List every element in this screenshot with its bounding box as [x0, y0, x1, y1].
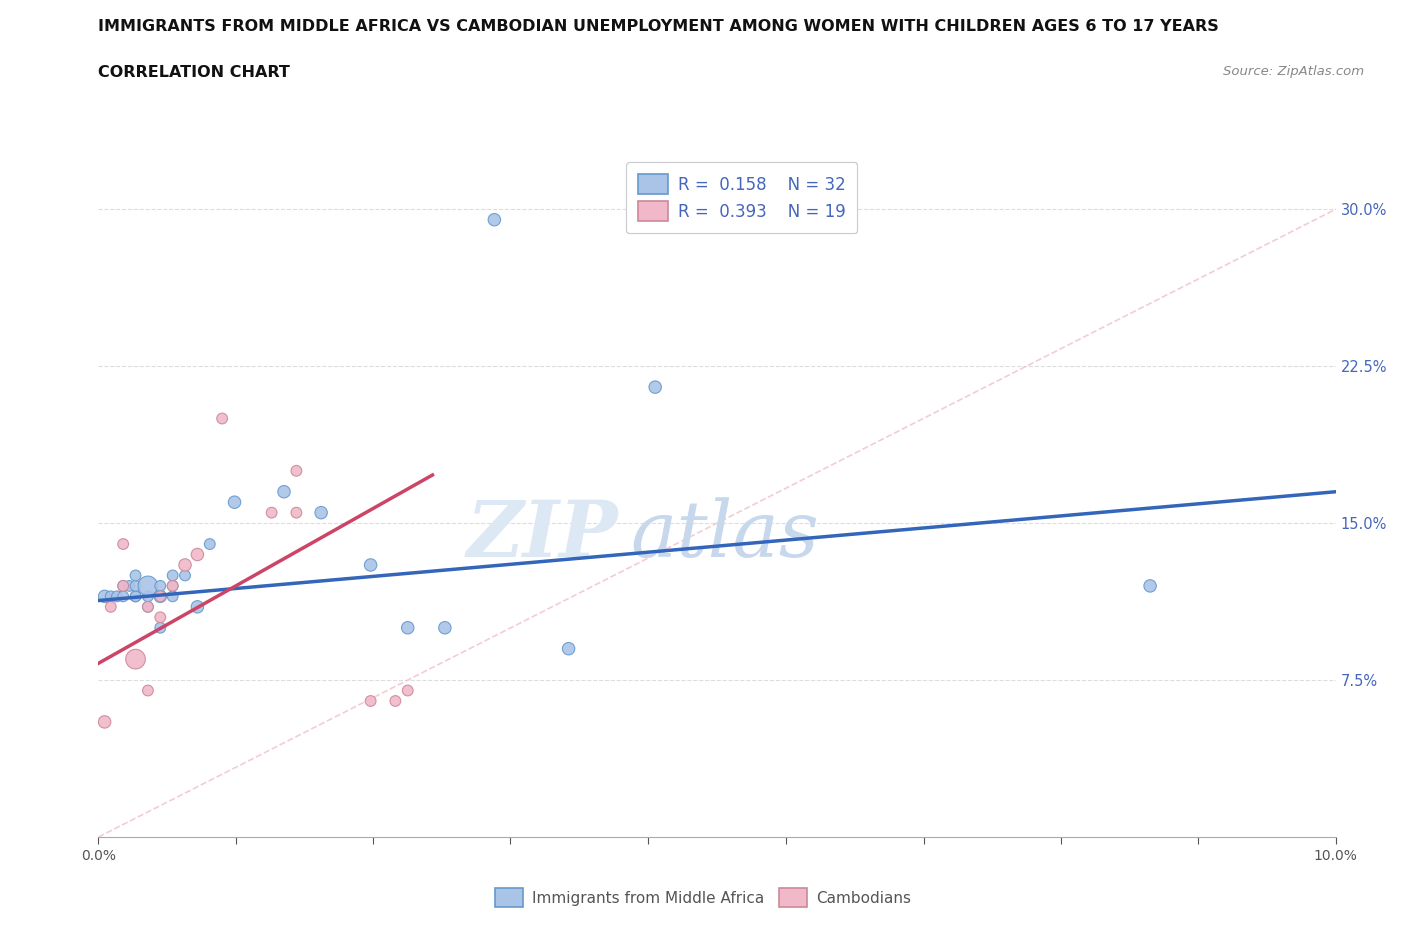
Point	[112, 589, 135, 604]
Point	[149, 589, 172, 604]
Text: Source: ZipAtlas.com: Source: ZipAtlas.com	[1223, 65, 1364, 78]
Point	[384, 694, 406, 709]
Text: IMMIGRANTS FROM MIDDLE AFRICA VS CAMBODIAN UNEMPLOYMENT AMONG WOMEN WITH CHILDRE: IMMIGRANTS FROM MIDDLE AFRICA VS CAMBODI…	[98, 19, 1219, 33]
Text: atlas: atlas	[630, 498, 820, 574]
Point	[93, 589, 115, 604]
Point	[162, 578, 184, 593]
Point	[309, 505, 332, 520]
Point	[162, 568, 184, 583]
Point	[100, 589, 122, 604]
Point	[211, 411, 233, 426]
Point	[557, 642, 579, 657]
Point	[174, 558, 197, 573]
Point	[124, 589, 146, 604]
Point	[644, 379, 666, 394]
Point	[360, 558, 382, 573]
Point	[484, 212, 506, 227]
Point	[186, 600, 208, 615]
Point	[162, 578, 184, 593]
Point	[136, 578, 159, 593]
Point	[112, 537, 135, 551]
Point	[149, 610, 172, 625]
Point	[124, 652, 146, 667]
Point	[136, 600, 159, 615]
Point	[285, 463, 308, 478]
Point	[186, 547, 208, 562]
Point	[112, 578, 135, 593]
Point	[136, 600, 159, 615]
Legend: Immigrants from Middle Africa, Cambodians: Immigrants from Middle Africa, Cambodian…	[489, 883, 917, 913]
Point	[396, 620, 419, 635]
Point	[93, 714, 115, 729]
Point	[162, 589, 184, 604]
Point	[198, 537, 221, 551]
Point	[124, 578, 146, 593]
Point	[273, 485, 295, 499]
Text: ZIP: ZIP	[467, 498, 619, 574]
Text: CORRELATION CHART: CORRELATION CHART	[98, 65, 290, 80]
Legend: R =  0.158    N = 32, R =  0.393    N = 19: R = 0.158 N = 32, R = 0.393 N = 19	[626, 163, 858, 233]
Point	[149, 578, 172, 593]
Point	[396, 683, 419, 698]
Point	[174, 568, 197, 583]
Point	[260, 505, 283, 520]
Point	[112, 578, 135, 593]
Point	[149, 620, 172, 635]
Point	[1139, 578, 1161, 593]
Point	[124, 589, 146, 604]
Point	[100, 600, 122, 615]
Point	[136, 589, 159, 604]
Point	[149, 589, 172, 604]
Point	[136, 683, 159, 698]
Point	[124, 568, 146, 583]
Point	[105, 589, 128, 604]
Point	[360, 694, 382, 709]
Point	[224, 495, 246, 510]
Point	[433, 620, 456, 635]
Point	[118, 578, 141, 593]
Point	[285, 505, 308, 520]
